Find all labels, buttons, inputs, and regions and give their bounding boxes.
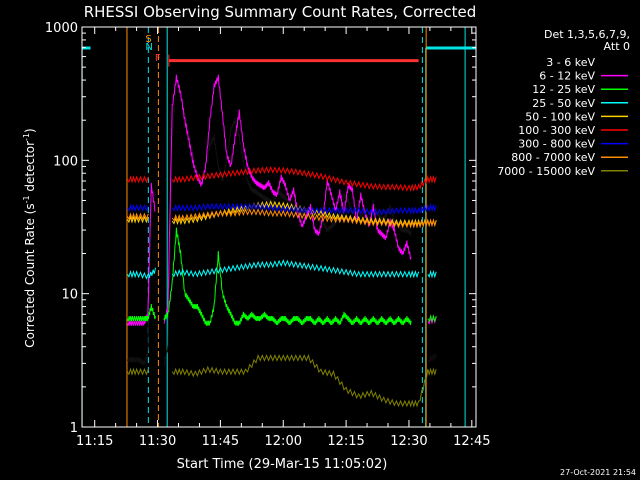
series-line-2 — [126, 182, 156, 326]
series-line-3 — [163, 227, 412, 326]
series-line-4 — [171, 259, 420, 279]
y-axis-label-mid: detector — [23, 141, 37, 196]
legend-label: 300 - 800 keV — [518, 138, 595, 151]
legend-label: 50 - 100 keV — [525, 110, 595, 123]
series-line-5 — [126, 215, 149, 224]
series-line-6 — [171, 165, 437, 193]
series-line-1 — [427, 352, 437, 363]
series-line-7 — [126, 203, 149, 213]
x-tick-label: 11:45 — [202, 434, 239, 449]
legend-label: 6 - 12 keV — [539, 70, 595, 83]
chart-title: RHESSI Observing Summary Count Rates, Co… — [84, 3, 477, 21]
legend-label: 800 - 7000 keV — [511, 151, 595, 164]
series-line-9 — [171, 353, 437, 408]
chart-annotation-layer: SNF — [81, 27, 476, 427]
y-tick-label: 1000 — [45, 21, 78, 36]
series-line-9 — [126, 367, 149, 376]
series-line-2 — [163, 74, 412, 324]
series-layer — [126, 74, 437, 408]
series-line-6 — [126, 175, 149, 184]
footer-date: 27-Oct-2021 21:54 — [560, 468, 636, 477]
x-axis-label: Start Time (29-Mar-15 11:05:02) — [177, 457, 388, 472]
x-tick-label: 12:00 — [265, 434, 302, 449]
x-tick-label: 12:15 — [327, 434, 364, 449]
series-line-8 — [126, 212, 149, 221]
y-axis-label-main: Corrected Count Rate (s — [23, 203, 37, 347]
x-tick-label: 11:15 — [76, 434, 113, 449]
y-axis-label-exp1: -1 — [22, 195, 31, 203]
x-tick-label: 12:45 — [453, 434, 490, 449]
legend-header-line2: Att 0 — [604, 40, 630, 53]
marker-s-label: S — [145, 34, 151, 45]
marker-n-label: N — [145, 42, 152, 53]
x-tick-label: 11:30 — [139, 434, 176, 449]
legend-label: 25 - 50 keV — [532, 97, 595, 110]
legend-label: 7000 - 15000 keV — [497, 165, 595, 178]
plot-frame — [81, 26, 477, 428]
x-tick-label: 12:30 — [390, 434, 427, 449]
series-line-3 — [427, 314, 437, 323]
series-line-3 — [126, 304, 156, 322]
y-axis-label-end: ) — [23, 128, 37, 133]
marker-f-label: F — [155, 53, 161, 64]
y-tick-label: 10 — [61, 288, 78, 303]
y-tick-label: 100 — [53, 154, 78, 169]
legend-label: 3 - 6 keV — [546, 56, 595, 69]
legend-label: 100 - 300 keV — [518, 124, 595, 137]
legend-header-line1: Det 1,3,5,6,7,9, — [544, 28, 630, 41]
axis-layer: 1 10 100 1000 11:15 11:30 11:45 12:00 12:15 12:30… — [45, 21, 491, 449]
y-axis-label-exp2: -1 — [22, 133, 31, 141]
y-axis-label: Corrected Count Rate (s-1 detector-1) — [22, 128, 37, 347]
series-line-8 — [171, 208, 437, 229]
series-line-7 — [171, 202, 437, 216]
y-tick-label: 1 — [70, 421, 78, 436]
legend-label: 12 - 25 keV — [532, 83, 595, 96]
series-line-4 — [427, 269, 437, 279]
series-line-4 — [126, 267, 156, 280]
